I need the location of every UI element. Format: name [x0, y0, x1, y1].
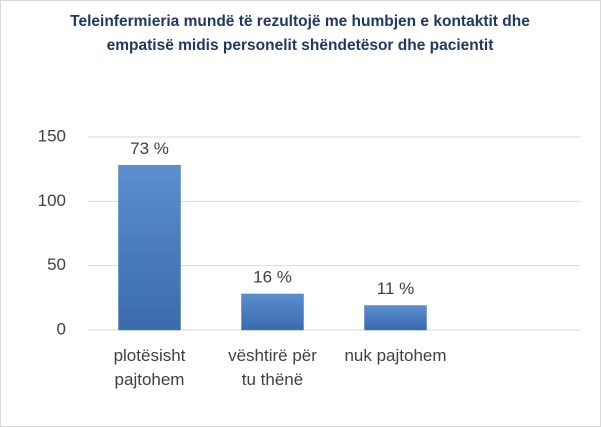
- bar: [241, 293, 304, 331]
- data-label: 73 %: [130, 139, 169, 158]
- chart-title: Teleinfermieria mundë të rezultojë me hu…: [70, 13, 530, 54]
- bar: [364, 305, 427, 331]
- y-tick-label: 150: [38, 126, 66, 145]
- y-tick-label: 50: [47, 255, 66, 274]
- bar: [118, 165, 181, 331]
- data-label: 11 %: [377, 279, 415, 298]
- y-tick-label: 0: [57, 319, 66, 338]
- y-tick-label: 100: [38, 191, 66, 210]
- data-label: 16 %: [253, 267, 292, 286]
- x-tick-label: nuk pajtohem: [344, 346, 447, 365]
- x-tick-label: plotësisht pajtohem: [113, 346, 186, 389]
- x-tick-label: vështirë për tu thënë: [228, 346, 317, 389]
